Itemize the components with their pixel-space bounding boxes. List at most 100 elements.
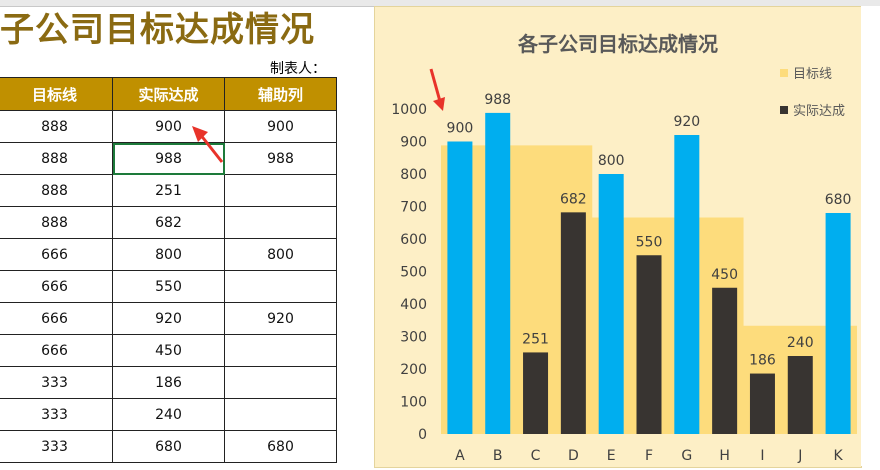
helper-cell[interactable]: 920 [224,302,337,335]
table-row: 666 450 [0,334,337,367]
legend-swatch-actual [780,106,788,114]
x-tick-label: E [607,448,616,464]
annotation-arrow-head [433,97,445,111]
data-label: 240 [787,335,814,351]
table-row: 333 186 [0,366,337,399]
x-tick-label: I [760,448,764,464]
target-cell[interactable]: 666 [0,334,113,367]
data-label: 251 [522,331,549,347]
y-tick-label: 500 [400,265,427,281]
y-tick-label: 800 [400,167,427,183]
table-row: 666 920 920 [0,302,337,335]
helper-cell[interactable] [224,206,337,239]
data-label: 800 [598,153,625,169]
bar [636,255,662,434]
actual-cell[interactable]: 988 [112,142,225,175]
header-helper[interactable]: 辅助列 [224,77,337,111]
chart-area[interactable]: 各子公司目标达成情况 0 100 200 300 400 500 600 700 800 900 10… [374,6,862,468]
y-tick-label: 600 [400,232,427,248]
table-row: 666 800 800 [0,238,337,271]
data-label: 550 [636,234,663,250]
table-row: 888 900 900 [0,110,337,143]
x-tick-label: B [493,448,503,464]
x-tick-label: A [455,448,465,464]
actual-cell[interactable]: 682 [112,206,225,239]
legend-label-actual: 实际达成 [793,104,845,119]
sheet-title: 子公司目标达成情况 [0,10,315,50]
y-tick-label: 900 [400,135,427,151]
table-row: 333 680 680 [0,430,337,463]
y-tick-label: 400 [400,297,427,313]
target-cell[interactable]: 333 [0,398,113,431]
bar [485,112,511,435]
table-row: 666 550 [0,270,337,303]
bar [523,352,549,434]
helper-cell[interactable]: 680 [224,430,337,463]
helper-cell[interactable] [224,398,337,431]
cell-arrow-shaft [198,133,224,163]
table-row: 888 988 988 [0,142,337,175]
actual-cell[interactable]: 900 [112,110,225,143]
table-row: 888 682 [0,206,337,239]
y-tick-label: 300 [400,330,427,346]
x-tick-label: D [568,448,579,464]
helper-cell[interactable] [224,270,337,303]
y-tick-label: 100 [400,395,427,411]
helper-cell[interactable] [224,334,337,367]
target-cell[interactable]: 888 [0,110,113,143]
y-tick-label: 700 [400,200,427,216]
actual-cell[interactable]: 920 [112,302,225,335]
legend-label-target: 目标线 [793,67,832,82]
x-tick-label: F [645,448,653,464]
target-cell[interactable]: 666 [0,238,113,271]
x-tick-label: C [531,448,541,464]
helper-cell[interactable]: 900 [224,110,337,143]
helper-cell[interactable]: 800 [224,238,337,271]
legend-swatch-target [780,69,788,77]
y-tick-label: 200 [400,362,427,378]
data-label: 450 [711,267,738,283]
actual-cell[interactable]: 251 [112,174,225,207]
target-cell[interactable]: 666 [0,302,113,335]
bar [749,373,775,434]
data-label: 186 [749,353,776,369]
actual-cell[interactable]: 550 [112,270,225,303]
bar [825,213,851,434]
target-cell[interactable]: 333 [0,366,113,399]
header-actual[interactable]: 实际达成 [112,77,225,111]
target-cell[interactable]: 666 [0,270,113,303]
table-row: 888 251 [0,174,337,207]
x-tick-label: G [681,448,692,464]
target-cell[interactable]: 333 [0,430,113,463]
x-tick-label: J [797,448,802,464]
bar [712,287,738,434]
cell-annotation-arrow [192,126,224,163]
data-label: 988 [484,92,511,108]
actual-cell[interactable]: 680 [112,430,225,463]
target-cell[interactable]: 888 [0,206,113,239]
header-target[interactable]: 目标线 [0,77,113,111]
target-cell[interactable]: 888 [0,174,113,207]
y-tick-label: 1000 [391,102,427,118]
author-label: 制表人： [270,61,326,77]
data-label: 920 [673,114,700,130]
target-cell[interactable]: 888 [0,142,113,175]
table-header-row: 目标线 实际达成 辅助列 [0,77,337,111]
actual-cell[interactable]: 450 [112,334,225,367]
bar [447,141,473,434]
data-label: 680 [825,192,852,208]
helper-cell[interactable]: 988 [224,142,337,175]
y-tick-label: 0 [418,427,427,443]
actual-cell[interactable]: 240 [112,398,225,431]
x-tick-label: H [719,448,730,464]
data-label: 900 [447,121,474,137]
sheet-gridstrip [861,6,880,466]
helper-cell[interactable] [224,366,337,399]
actual-cell[interactable]: 186 [112,366,225,399]
bar [787,356,813,434]
bar [674,135,700,434]
actual-cell[interactable]: 800 [112,238,225,271]
helper-cell[interactable] [224,174,337,207]
cell-arrow-head [192,126,208,142]
chart-title: 各子公司目标达成情况 [517,32,718,56]
